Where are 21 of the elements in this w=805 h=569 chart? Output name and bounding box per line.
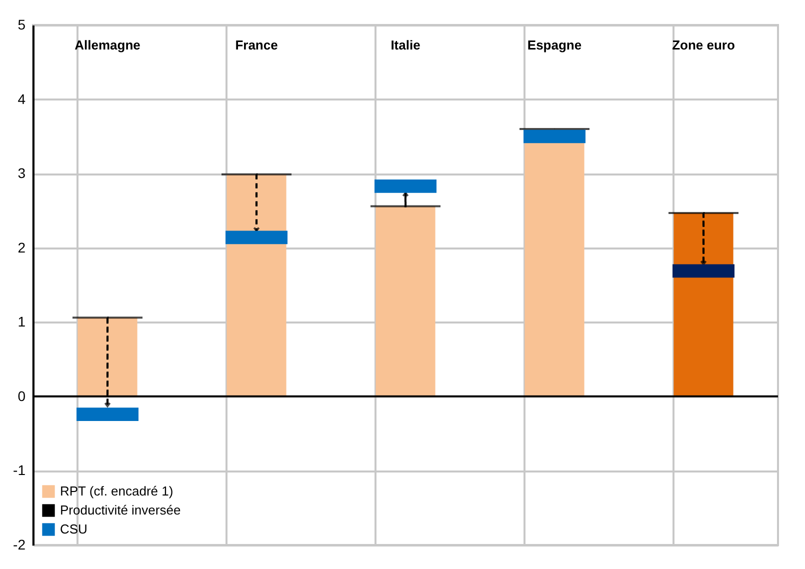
bar [255,173,258,232]
x-tick-label: Espagne [527,38,582,52]
legend-label: Productivité inversée [60,502,181,518]
x-tick-label: Zone euro [672,38,735,52]
x-tick-label: Allemagne [74,38,140,52]
bar [226,230,288,244]
y-tick-label: -1 [13,462,26,478]
bar [672,264,734,278]
legend-label: RPT (cf. encadré 1) [60,484,174,498]
y-tick-label: -2 [13,536,26,552]
y-tick-label: 1 [18,314,26,330]
y-tick-label: 4 [18,90,26,107]
bar [374,180,436,193]
bar [76,408,138,421]
x-tick-label: Italie [390,38,420,52]
y-tick-label: 5 [18,16,26,32]
y-tick-label: 2 [18,239,26,256]
x-tick-label: France [235,38,278,52]
y-tick-label: 0 [18,388,26,404]
y-tick-label: 3 [18,165,26,182]
legend-label: CSU [60,522,88,536]
